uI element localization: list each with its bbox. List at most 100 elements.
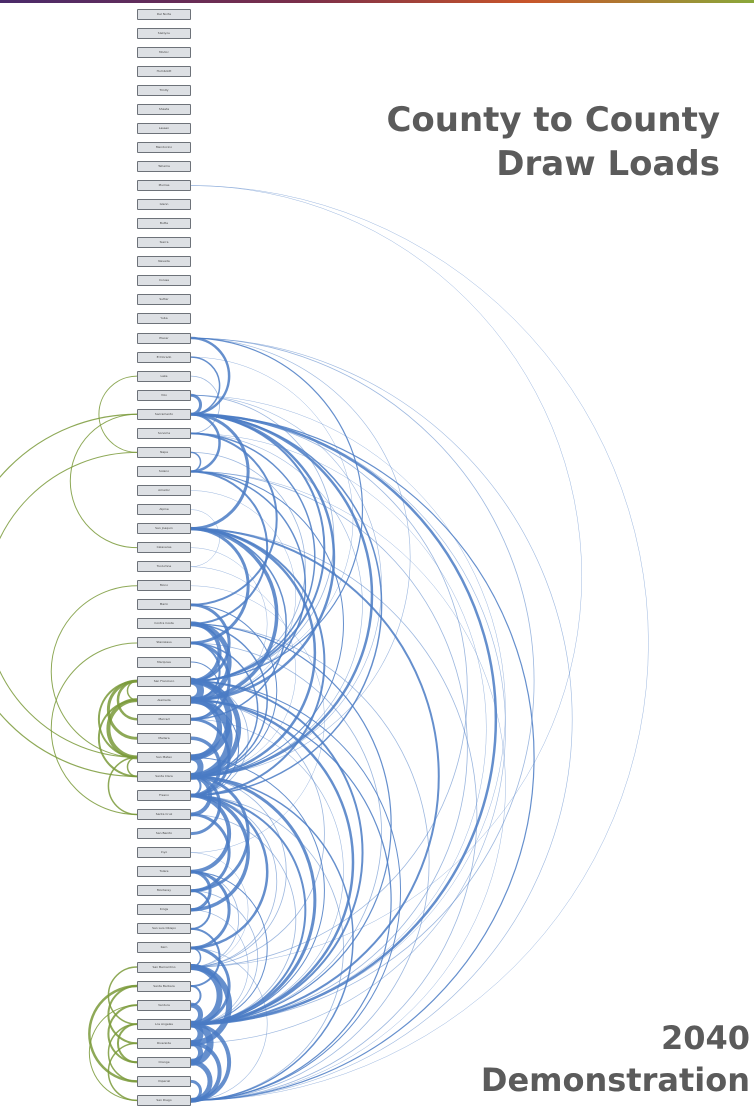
draw-load-arc [190, 794, 269, 950]
draw-load-arc [190, 623, 430, 1101]
draw-load-arc [190, 413, 336, 702]
county-node: Imperial [137, 1075, 191, 1087]
cross-region-arc [107, 966, 138, 1025]
draw-load-arc [190, 527, 440, 1026]
draw-load-arc [190, 471, 468, 1025]
draw-load-arc [190, 985, 202, 1007]
draw-load-arcs [190, 185, 649, 1103]
county-node: Butte [137, 218, 191, 230]
county-node: Glenn [137, 199, 191, 211]
draw-load-arc [190, 1021, 204, 1047]
county-node: Yolo [137, 389, 191, 401]
draw-load-arc [190, 699, 392, 1102]
draw-load-arc [190, 432, 278, 606]
title-line-1: County to County [386, 100, 720, 140]
county-node: Humboldt [137, 65, 191, 77]
county-node: Orange [137, 1056, 191, 1068]
county-node: Plumas [137, 180, 191, 192]
scenario-name: Demonstration [480, 1061, 750, 1099]
county-node: Kings [137, 904, 191, 916]
county-node: Tulare [137, 866, 191, 878]
county-node: Inyo [137, 847, 191, 859]
draw-load-arc [190, 413, 374, 778]
draw-load-arc [190, 527, 287, 720]
draw-load-arc [190, 490, 296, 701]
draw-load-arc [190, 413, 506, 1044]
top-accent-bar [0, 0, 754, 3]
draw-load-arc [190, 413, 468, 968]
draw-load-arc [190, 604, 278, 777]
draw-load-arc [190, 413, 498, 1026]
county-node: Solano [137, 465, 191, 477]
county-node: Mono [137, 580, 191, 592]
county-node: El Dorado [137, 351, 191, 363]
county-node: Santa Cruz [137, 809, 191, 821]
draw-load-arc [190, 736, 222, 798]
draw-load-arc [190, 814, 297, 1025]
draw-load-arc [190, 527, 326, 797]
county-node: Sonoma [137, 427, 191, 439]
draw-load-arc [190, 871, 268, 1025]
county-node: Placer [137, 332, 191, 344]
county-node: Los Angeles [137, 1018, 191, 1030]
cross-region-arc [0, 451, 138, 758]
scenario-year: 2040 [660, 1019, 750, 1057]
county-node: Riverside [137, 1037, 191, 1049]
county-node: San Francisco [137, 675, 191, 687]
draw-load-arc [190, 470, 344, 777]
county-node: Nevada [137, 256, 191, 268]
county-node: San Mateo [137, 751, 191, 763]
cross-region-arc [98, 375, 138, 453]
county-node: Calaveras [137, 542, 191, 554]
draw-load-arc [190, 852, 249, 968]
county-node: Sutter [137, 294, 191, 306]
draw-load-arc [190, 718, 344, 1025]
cross-region-arc [107, 1004, 138, 1064]
cross-region-arc [107, 1042, 138, 1102]
county-node: Sierra [137, 237, 191, 249]
draw-load-arc [190, 756, 325, 1025]
page-title: County to County Draw Loads [386, 98, 720, 186]
draw-load-arc [190, 470, 269, 625]
county-node: Monterey [137, 885, 191, 897]
draw-load-arc [190, 413, 383, 797]
draw-load-arc [190, 451, 202, 473]
county-node: Santa Clara [137, 770, 191, 782]
county-node: Sacramento [137, 408, 191, 420]
draw-load-arc [190, 185, 649, 1101]
draw-load-arc [190, 337, 364, 682]
draw-load-arc [190, 527, 317, 778]
draw-load-arc [190, 754, 204, 780]
draw-load-arc [190, 699, 240, 796]
draw-load-arc [190, 775, 354, 1102]
county-node: Shasta [137, 103, 191, 115]
county-node: San Luis Obispo [137, 923, 191, 935]
draw-load-arc [190, 697, 223, 760]
draw-load-arc [190, 793, 250, 912]
county-node: Alameda [137, 694, 191, 706]
draw-load-arc [190, 337, 411, 777]
draw-load-arc [190, 356, 221, 416]
draw-load-arc [190, 623, 392, 1025]
county-node: Mendocino [137, 141, 191, 153]
cross-region-arc [0, 413, 138, 777]
draw-load-arc [190, 566, 296, 777]
cross-region-arc [107, 1023, 138, 1083]
draw-load-arc [190, 680, 364, 1026]
draw-load-arc [190, 621, 222, 684]
county-node: Contra Costa [137, 618, 191, 630]
draw-load-arc [190, 433, 363, 777]
cross-region-arc [88, 984, 138, 1083]
draw-load-arc [190, 412, 250, 531]
cross-region-arc [69, 413, 138, 549]
county-node: San Joaquin [137, 523, 191, 535]
draw-load-arc [190, 337, 573, 1101]
county-node: Del Norte [137, 8, 191, 20]
draw-load-arc [190, 776, 287, 968]
draw-load-arc [190, 680, 249, 796]
cross-region-arc [88, 1004, 138, 1101]
county-node: Modoc [137, 46, 191, 58]
county-node: Tehama [137, 160, 191, 172]
title-line-2: Draw Loads [496, 144, 720, 184]
county-node: Merced [137, 713, 191, 725]
